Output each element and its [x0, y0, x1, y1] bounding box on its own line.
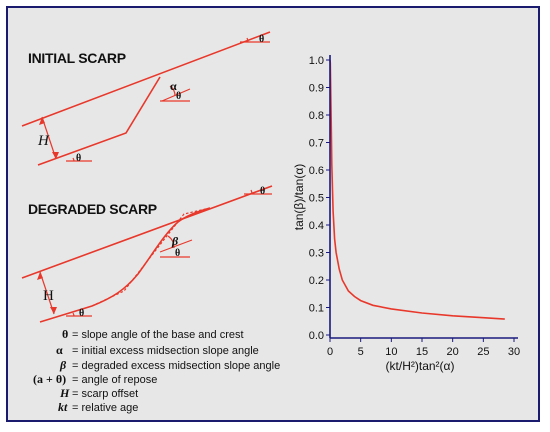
- legend-beta-symbol: β: [59, 358, 67, 372]
- degraded-crest-theta-arc: [250, 189, 253, 195]
- degraded-h-arrow-head-bottom: [50, 307, 57, 314]
- x-tick-label: 0: [327, 346, 333, 358]
- x-tick-label: 10: [385, 346, 397, 358]
- y-tick-label: 0.7: [309, 138, 324, 150]
- degraded-base-theta-label: θ: [79, 308, 84, 319]
- original-profile-dashed: [91, 207, 211, 307]
- legend-h-text: = scarp offset: [72, 388, 138, 400]
- initial-alpha-label: α: [170, 79, 177, 93]
- initial-base-and-midsection: [37, 76, 161, 166]
- degraded-scarp-title: DEGRADED SCARP: [28, 201, 157, 217]
- y-tick-label: 0.8: [309, 110, 324, 122]
- legend-theta-symbol: θ: [62, 327, 68, 341]
- legend: θ = slope angle of the base and crest α …: [33, 327, 280, 414]
- series-curve: [329, 59, 505, 320]
- y-tick-label: 0.5: [309, 193, 324, 205]
- degraded-beta-arc: [167, 235, 175, 249]
- x-tick-label: 15: [416, 346, 428, 358]
- legend-kt-symbol: kt: [58, 400, 68, 414]
- degraded-h-arrow-head-top: [37, 272, 43, 280]
- legend-repose-text: = angle of repose: [72, 374, 157, 386]
- legend-beta-text: = degraded excess midsection slope angle: [72, 360, 280, 372]
- degraded-beta-ref-line: [159, 239, 193, 253]
- degraded-beta-label: β: [171, 234, 179, 248]
- chart: 0.0 0.1 0.2 0.3 0.4 0.5 0.6 0.7 0.8 0.9 1.0 0 5 10 15…: [292, 55, 520, 373]
- legend-h-symbol: H: [59, 386, 70, 400]
- degraded-profile: [39, 207, 211, 323]
- y-tick-label: 0.2: [309, 275, 324, 287]
- degraded-base-theta-arc: [72, 312, 75, 317]
- y-tick-label: 0.4: [309, 220, 324, 232]
- x-axis-label: (kt/H²)tan²(α): [386, 359, 455, 373]
- legend-theta-text: = slope angle of the base and crest: [72, 329, 244, 341]
- initial-base-theta-label: θ: [76, 153, 81, 164]
- degraded-crest-theta-label: θ: [260, 186, 265, 197]
- x-tick-label: 30: [508, 346, 520, 358]
- degraded-scarp-diagram: DEGRADED SCARP H θ θ β θ: [21, 185, 273, 323]
- initial-base-theta-arc: [72, 157, 75, 162]
- initial-h-label: H: [37, 133, 50, 149]
- initial-crest-surface: [21, 31, 271, 127]
- y-tick-label: 0.3: [309, 248, 324, 260]
- initial-crest-theta-arc: [246, 37, 249, 43]
- initial-crest-theta-label: θ: [259, 34, 264, 45]
- legend-kt-text: = relative age: [72, 402, 138, 414]
- legend-alpha-text: = initial excess midsection slope angle: [72, 345, 259, 357]
- degraded-crest-surface: [21, 185, 273, 279]
- x-ticks: 0 5 10 15 20 25 30: [327, 338, 520, 358]
- y-tick-label: 0.6: [309, 165, 324, 177]
- y-tick-label: 0.9: [309, 83, 324, 95]
- initial-h-arrow-head-bottom: [52, 152, 59, 159]
- legend-repose-symbol: (a + θ): [33, 372, 66, 386]
- initial-scarp-diagram: INITIAL SCARP H θ θ α θ: [21, 31, 271, 166]
- x-tick-label: 5: [358, 346, 364, 358]
- y-tick-label: 0.0: [309, 330, 324, 342]
- degraded-mid-theta-label: θ: [175, 248, 180, 259]
- initial-mid-theta-label: θ: [176, 91, 181, 102]
- y-axis-label: tan(β)/tan(α): [292, 164, 306, 231]
- initial-alpha-ref-line: [161, 88, 191, 102]
- initial-scarp-title: INITIAL SCARP: [28, 50, 126, 66]
- y-tick-label: 0.1: [309, 303, 324, 315]
- x-tick-label: 20: [447, 346, 459, 358]
- x-tick-label: 25: [477, 346, 489, 358]
- initial-alpha-arc: [169, 85, 176, 97]
- legend-alpha-symbol: α: [56, 343, 63, 357]
- initial-h-arrow-head-top: [39, 117, 45, 125]
- figure-frame: [6, 6, 540, 422]
- y-tick-label: 1.0: [309, 55, 324, 67]
- degraded-h-label: H: [43, 288, 54, 304]
- y-ticks: 0.0 0.1 0.2 0.3 0.4 0.5 0.6 0.7 0.8 0.9 1.0: [309, 55, 330, 342]
